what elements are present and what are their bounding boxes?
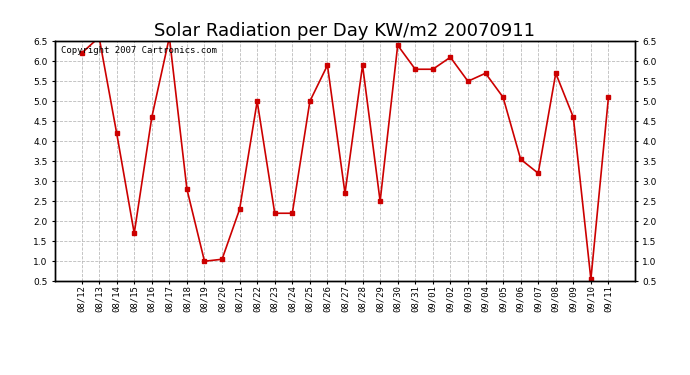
Title: Solar Radiation per Day KW/m2 20070911: Solar Radiation per Day KW/m2 20070911	[155, 22, 535, 40]
Text: Copyright 2007 Cartronics.com: Copyright 2007 Cartronics.com	[61, 46, 217, 55]
